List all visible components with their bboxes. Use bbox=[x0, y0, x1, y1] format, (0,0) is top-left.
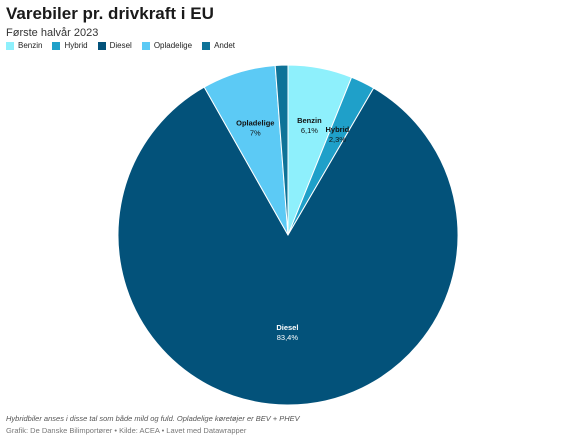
legend-item-benzin: Benzin bbox=[6, 41, 42, 50]
slice-value-label-opladelige: 7% bbox=[250, 129, 261, 138]
legend-item-andet: Andet bbox=[202, 41, 235, 50]
slice-name-label-opladelige: Opladelige bbox=[236, 119, 274, 128]
legend-label-hybrid: Hybrid bbox=[64, 41, 88, 50]
slice-value-label-hybrid: 2,3% bbox=[329, 135, 346, 144]
legend-label-andet: Andet bbox=[214, 41, 235, 50]
legend-item-opladelige: Opladelige bbox=[141, 41, 193, 50]
legend-label-opladelige: Opladelige bbox=[153, 41, 193, 50]
chart-credit: Grafik: De Danske Bilimportører • Kilde:… bbox=[6, 426, 247, 435]
chart-subtitle: Første halvår 2023 bbox=[6, 27, 99, 39]
slice-name-label-benzin: Benzin bbox=[297, 116, 322, 125]
legend-item-diesel: Diesel bbox=[97, 41, 132, 50]
legend-swatch-hybrid bbox=[52, 41, 61, 50]
legend: Benzin Hybrid Diesel Opladelige Andet bbox=[6, 41, 235, 50]
chart-note: Hybridbiler anses i disse tal som både m… bbox=[6, 414, 300, 423]
pie-slice-andet bbox=[274, 64, 289, 236]
pie-slice-diesel bbox=[117, 86, 459, 406]
slice-value-label-diesel: 83,4% bbox=[277, 333, 299, 342]
legend-swatch-opladelige bbox=[141, 41, 150, 50]
chart-title: Varebiler pr. drivkraft i EU bbox=[6, 4, 214, 23]
slice-name-label-diesel: Diesel bbox=[276, 323, 298, 332]
legend-swatch-diesel bbox=[97, 41, 106, 50]
slice-name-label-hybrid: Hybrid bbox=[326, 125, 350, 134]
legend-item-hybrid: Hybrid bbox=[52, 41, 88, 50]
legend-label-diesel: Diesel bbox=[109, 41, 132, 50]
legend-swatch-benzin bbox=[6, 41, 14, 50]
slice-value-label-benzin: 6,1% bbox=[301, 126, 318, 135]
legend-swatch-andet bbox=[202, 41, 211, 50]
legend-label-benzin: Benzin bbox=[18, 41, 43, 50]
